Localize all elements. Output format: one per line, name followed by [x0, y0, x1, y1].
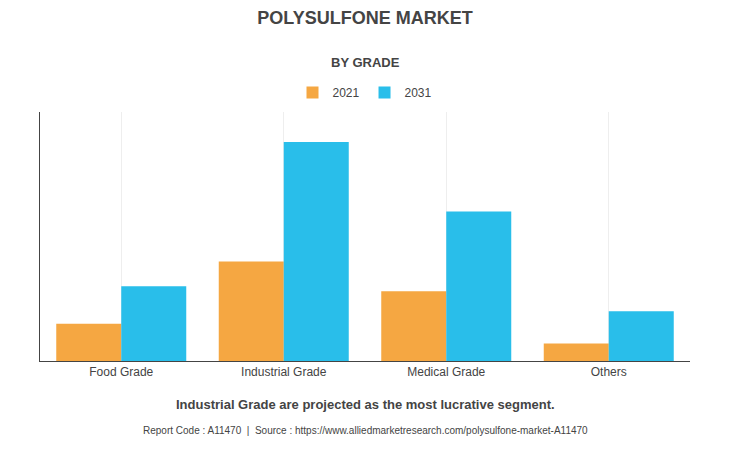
svg-text:2021: 2021	[333, 86, 360, 100]
svg-text:Industrial Grade: Industrial Grade	[241, 365, 327, 379]
svg-text:Food Grade: Food Grade	[89, 365, 153, 379]
svg-text:Report Code : A11470 | Sourc: Report Code : A11470 | Source : https://…	[143, 425, 588, 436]
svg-text:BY GRADE: BY GRADE	[331, 55, 400, 70]
svg-text:2031: 2031	[405, 86, 432, 100]
svg-text:POLYSULFONE MARKET: POLYSULFONE MARKET	[257, 8, 472, 28]
svg-text:Medical Grade: Medical Grade	[407, 365, 485, 379]
svg-text:Industrial Grade are projected: Industrial Grade are projected as the mo…	[176, 397, 555, 412]
svg-text:Others: Others	[591, 365, 627, 379]
